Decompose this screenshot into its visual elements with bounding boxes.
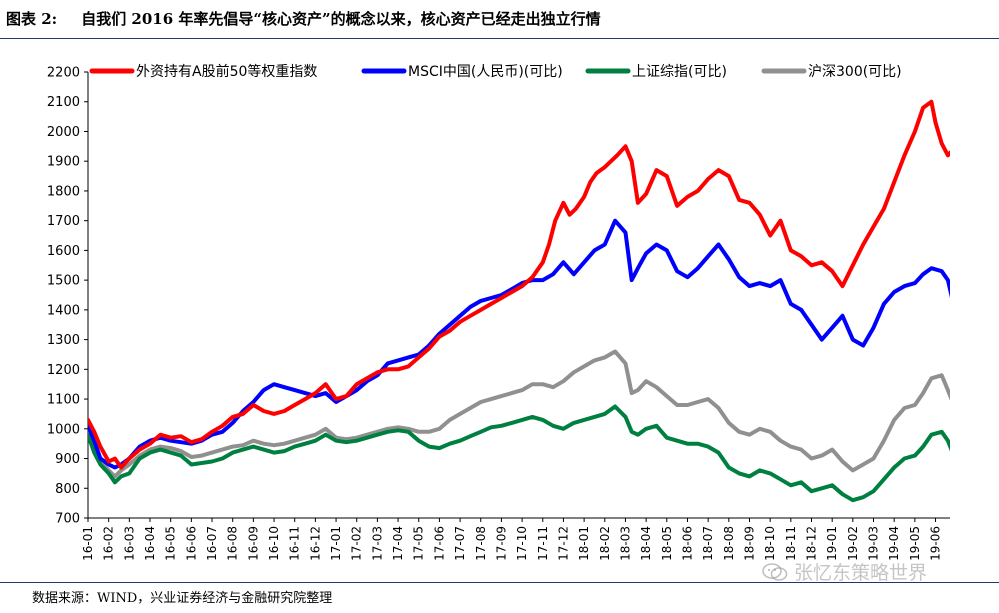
y-tick-label: 1300 [47,333,80,348]
x-tick-label: 18-05 [660,526,674,561]
x-tick-label: 16-02 [102,526,116,561]
y-tick-label: 1400 [47,303,80,318]
y-tick-label: 2200 [47,66,80,81]
data-source-note: 数据来源：WIND，兴业证券经济与金融研究院整理 [32,591,333,606]
y-tick-label: 900 [55,452,80,467]
x-tick-label: 16-01 [81,526,95,561]
x-tick-label: 17-03 [370,526,384,561]
y-tick-label: 1000 [47,422,80,437]
y-tick-label: 1200 [47,363,80,378]
legend-label-3: 沪深300(可比) [808,64,902,80]
x-tick-label: 17-07 [453,526,467,561]
x-tick-label: 18-04 [639,526,653,561]
x-tick-label: 17-06 [432,526,446,561]
x-tick-label: 17-09 [494,526,508,561]
x-tick-label: 19-06 [929,526,943,561]
x-tick-label: 16-05 [164,526,178,561]
x-tick-label: 19-05 [908,526,922,561]
x-tick-label: 16-09 [246,526,260,561]
watermark-text: 张忆东策略世界 [794,562,928,584]
x-tick-label: 19-04 [887,526,901,561]
x-tick-label: 16-10 [267,526,281,561]
title-rule [0,38,999,39]
x-tick-label: 18-08 [722,526,736,561]
footer-rule [0,582,999,583]
x-tick-label: 17-11 [536,526,550,561]
x-tick-label: 19-02 [846,526,860,561]
x-tick-label: 18-09 [742,526,756,561]
x-tick-label: 17-01 [329,526,343,561]
x-tick-label: 17-10 [515,526,529,561]
x-tick-label: 16-11 [288,526,302,561]
x-tick-label: 17-12 [556,526,570,561]
x-tick-label: 18-10 [763,526,777,561]
y-tick-label: 2100 [47,95,80,110]
series-line-0 [88,99,950,470]
wechat-icon [762,562,788,581]
y-tick-label: 1100 [47,393,80,408]
x-tick-label: 18-06 [680,526,694,561]
x-tick-label: 16-07 [205,526,219,561]
x-tick-label: 19-01 [825,526,839,561]
x-tick-label: 17-02 [350,526,364,561]
legend-label-2: 上证综指(可比) [632,64,727,80]
y-tick-label: 800 [55,482,80,497]
x-tick-label: 18-01 [577,526,591,561]
y-tick-label: 1600 [47,244,80,259]
series-line-1 [88,218,950,470]
x-tick-label: 18-12 [805,526,819,561]
series-line-3 [88,349,950,479]
x-tick-label: 19-03 [867,526,881,561]
x-tick-label: 17-04 [391,526,405,561]
figure-label: 图表 2: [6,10,58,28]
y-tick-label: 1500 [47,274,80,289]
x-tick-label: 16-03 [122,526,136,561]
x-tick-label: 17-05 [412,526,426,561]
x-tick-label: 16-12 [308,526,322,561]
figure-title: 图表 2: 自我们 2016 年率先倡导“核心资产”的概念以来，核心资产已经走出独… [6,8,601,29]
y-tick-label: 1700 [47,214,80,229]
line-chart: 700 800 900 1000 1100 1200 1300 1400 1500 1600 170… [47,63,950,561]
legend-label-0: 外资持有A股前50等权重指数 [136,63,317,80]
x-tick-label: 16-06 [184,526,198,561]
x-tick-label: 16-04 [143,526,157,561]
y-tick-label: 700 [55,512,80,527]
x-tick-label: 16-08 [226,526,240,561]
figure-title-text: 自我们 2016 年率先倡导“核心资产”的概念以来，核心资产已经走出独立行情 [81,10,601,28]
y-tick-label: 2000 [47,125,80,140]
x-tick-label: 18-03 [618,526,632,561]
x-tick-label: 17-08 [474,526,488,561]
y-tick-label: 1800 [47,184,80,199]
series-line-2 [88,404,950,503]
x-tick-label: 18-02 [598,526,612,561]
legend-label-1: MSCI中国(人民币)(可比) [408,64,563,80]
y-tick-label: 1900 [47,155,80,170]
watermark: 张忆东策略世界 [762,558,927,585]
x-tick-label: 18-07 [701,526,715,561]
x-tick-label: 18-11 [784,526,798,561]
